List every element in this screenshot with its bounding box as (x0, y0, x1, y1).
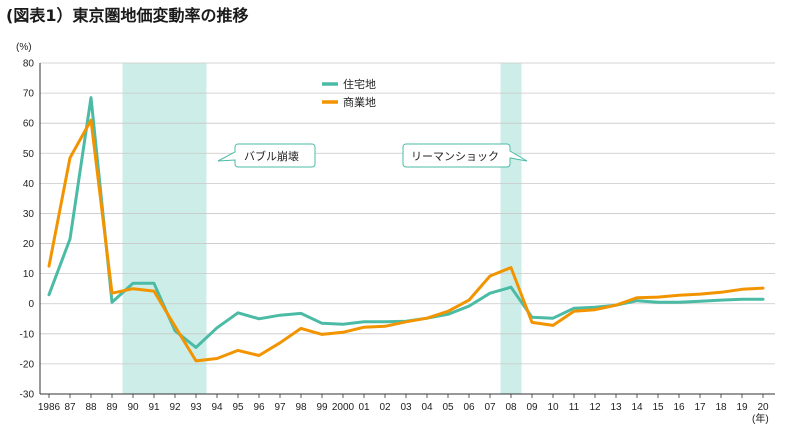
x-tick-label: 07 (484, 402, 496, 413)
y-tick-label: -20 (20, 359, 35, 370)
x-tick-label: 87 (64, 402, 76, 413)
x-tick-label: 03 (400, 402, 412, 413)
x-tick-label: 06 (463, 402, 475, 413)
y-tick-label: 30 (23, 209, 35, 220)
x-tick-label: 93 (190, 402, 202, 413)
x-tick-label: 91 (148, 402, 160, 413)
callout-bubble-burst-box (217, 143, 316, 168)
x-tick-label: 97 (274, 402, 286, 413)
y-tick-label: 60 (23, 119, 35, 130)
callout-lehman: リーマンショック (411, 150, 499, 163)
x-tick-label: 13 (610, 402, 622, 413)
x-tick-label: 2000 (332, 402, 355, 413)
callout-lehman-box (402, 143, 528, 168)
x-tick-label: 16 (673, 402, 685, 413)
y-tick-label: 80 (23, 59, 35, 70)
x-tick-label: 17 (694, 402, 706, 413)
x-axis-unit: (年) (752, 412, 769, 425)
x-tick-label: 96 (253, 402, 265, 413)
y-axis-ticks: 80 70 60 50 40 30 20 10 0 -10 -20 -30 (20, 59, 35, 401)
x-tick-label: 11 (569, 402, 580, 413)
x-tick-label: 98 (295, 402, 307, 413)
x-tick-label: 04 (421, 402, 433, 413)
shaded-period-1 (500, 63, 522, 394)
legend: 住宅地 商業地 (322, 77, 376, 109)
shaded-period-0 (122, 63, 207, 394)
x-tick-label: 1986 (38, 402, 61, 413)
callout-bubble-burst: バブル崩壊 (244, 149, 299, 163)
y-tick-label: 70 (23, 89, 35, 100)
y-tick-label: 50 (23, 149, 35, 160)
y-tick-label: -10 (20, 329, 35, 340)
x-tick-label: 92 (169, 402, 181, 413)
x-tick-label: 14 (631, 402, 643, 413)
x-tick-label: 10 (547, 402, 559, 413)
x-tick-label: 15 (652, 402, 664, 413)
axes (39, 63, 775, 395)
series-line-commercial (47, 118, 765, 363)
x-tick-label: 12 (589, 402, 601, 413)
x-tick-label: 95 (232, 402, 244, 413)
shaded-periods (122, 63, 522, 394)
x-tick-label: 90 (127, 402, 139, 413)
y-tick-label: -30 (20, 390, 35, 401)
chart-title: (図表1）東京圏地価変動率の推移 (6, 6, 248, 25)
legend-label-residential: 住宅地 (343, 77, 376, 91)
x-tick-label: 88 (85, 402, 97, 413)
y-axis-unit: (%) (16, 42, 32, 53)
x-tick-label: 09 (526, 402, 538, 413)
x-tick-label: 89 (106, 402, 118, 413)
y-tick-label: 0 (28, 299, 34, 310)
x-tick-label: 02 (379, 402, 391, 413)
x-tick-label: 05 (442, 402, 454, 413)
y-tick-label: 40 (23, 179, 35, 190)
y-tick-label: 10 (23, 269, 35, 280)
x-axis-ticks: 1986 87 88 89 90 91 92 93 94 95 96 97 98 99 2000 01 02 03… (38, 394, 769, 413)
x-tick-label: 18 (715, 402, 727, 413)
x-tick-label: 08 (505, 402, 517, 413)
x-tick-label: 19 (736, 402, 748, 413)
series-lines (47, 96, 765, 363)
y-tick-label: 20 (23, 239, 35, 250)
callouts: バブル崩壊 リーマンショック (217, 143, 528, 168)
legend-label-commercial: 商業地 (343, 95, 376, 109)
x-tick-label: 01 (358, 402, 370, 413)
x-tick-label: 20 (757, 402, 769, 413)
x-tick-label: 94 (211, 402, 223, 413)
x-tick-label: 99 (316, 402, 328, 413)
